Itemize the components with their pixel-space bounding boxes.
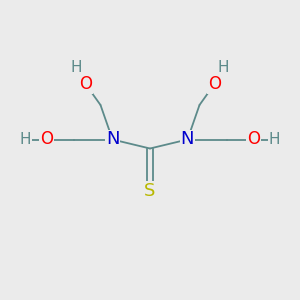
Text: O: O xyxy=(208,75,221,93)
Text: H: H xyxy=(20,132,31,147)
Text: N: N xyxy=(106,130,119,148)
Text: H: H xyxy=(269,132,280,147)
Text: S: S xyxy=(144,182,156,200)
Text: O: O xyxy=(40,130,53,148)
Text: N: N xyxy=(181,130,194,148)
Text: O: O xyxy=(247,130,260,148)
Text: H: H xyxy=(71,60,82,75)
Text: O: O xyxy=(79,75,92,93)
Text: H: H xyxy=(218,60,229,75)
